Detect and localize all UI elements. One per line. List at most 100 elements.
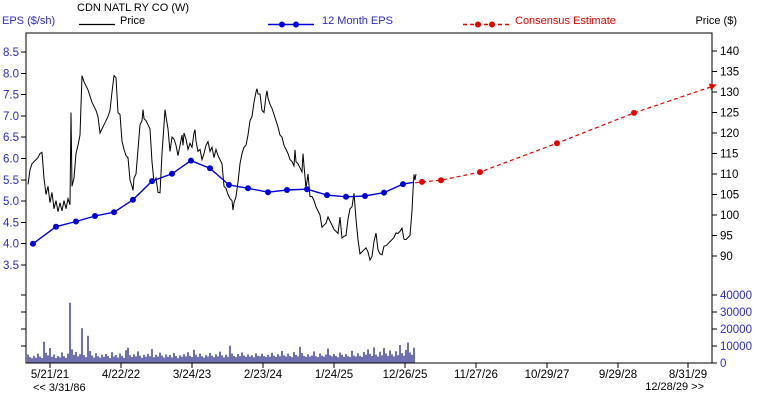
volume-tick-label: 0 <box>720 358 726 370</box>
volume-bar <box>197 356 199 363</box>
volume-bar <box>311 355 313 363</box>
volume-bar <box>361 356 363 363</box>
volume-bar <box>31 358 33 363</box>
eps-tick-label: 5.0 <box>3 196 19 208</box>
volume-bar <box>339 352 341 363</box>
consensus-dot <box>631 109 637 116</box>
volume-tick-label: 30000 <box>720 307 752 319</box>
volume-bar <box>65 357 67 363</box>
volume-bar <box>375 354 377 363</box>
volume-bar <box>71 349 73 363</box>
volume-bar <box>169 355 171 363</box>
volume-bar <box>79 354 81 363</box>
eps-dot <box>304 186 310 193</box>
volume-bar <box>155 354 157 363</box>
volume-bar <box>225 354 227 363</box>
volume-bar <box>369 353 371 363</box>
volume-bar <box>349 357 351 363</box>
volume-bar <box>55 358 57 363</box>
volume-bar <box>317 357 319 363</box>
volume-bar <box>165 354 167 363</box>
volume-bar <box>401 353 403 363</box>
volume-bar <box>47 355 49 363</box>
volume-bar <box>61 352 63 363</box>
eps-dot <box>362 193 368 199</box>
volume-bar <box>229 345 231 363</box>
volume-bar <box>403 355 405 363</box>
volume-bar <box>143 354 145 363</box>
volume-bar <box>301 353 303 363</box>
scroll-forward-link[interactable]: 12/28/29 >> <box>645 381 704 393</box>
volume-bar <box>279 356 281 363</box>
volume-bar <box>199 353 201 363</box>
volume-bar <box>99 357 101 363</box>
volume-bar <box>329 355 331 363</box>
volume-bar <box>395 351 397 363</box>
volume-bar <box>277 354 279 363</box>
chart-title: CDN NATL RY CO (W) <box>77 2 190 14</box>
date-tick-label: 2/23/24 <box>244 369 283 381</box>
volume-bar <box>201 356 203 363</box>
volume-bar <box>241 352 243 363</box>
eps-dot <box>73 218 79 225</box>
volume-bar <box>237 353 239 363</box>
volume-bar <box>51 356 53 363</box>
consensus-path <box>414 86 712 184</box>
volume-bar <box>389 350 391 363</box>
volume-bar <box>167 356 169 363</box>
volume-bar <box>345 354 347 363</box>
volume-bar <box>315 356 317 363</box>
plot-frame <box>25 32 713 364</box>
volume-bar <box>213 357 215 363</box>
volume-bar <box>411 354 413 363</box>
volume-bar <box>75 351 77 363</box>
volume-bar <box>385 353 387 363</box>
volume-bar <box>373 347 375 363</box>
volume-bars <box>27 302 415 363</box>
volume-bar <box>157 356 159 363</box>
eps-line <box>30 157 414 247</box>
volume-bar <box>131 357 133 363</box>
volume-bar <box>193 349 195 363</box>
volume-bar <box>227 356 229 363</box>
eps-tick-label: 7.0 <box>3 111 19 123</box>
volume-bar <box>121 355 123 363</box>
volume-bar <box>247 354 249 363</box>
eps-dot <box>92 213 98 219</box>
volume-bar <box>219 351 221 363</box>
volume-bar <box>367 349 369 363</box>
eps-tick-label: 6.0 <box>3 154 19 166</box>
volume-bar <box>53 354 55 363</box>
date-tick-label: 8/31/29 <box>669 369 707 381</box>
volume-bar <box>355 356 357 363</box>
volume-bar <box>175 356 177 363</box>
scroll-back-link[interactable]: << 3/31/86 <box>33 382 86 394</box>
volume-bar <box>95 353 97 363</box>
volume-bar <box>251 355 253 363</box>
volume-bar <box>253 357 255 363</box>
volume-bar <box>309 356 311 363</box>
volume-bar <box>67 353 69 363</box>
volume-bar <box>281 350 283 363</box>
volume-bar <box>347 356 349 363</box>
volume-bar <box>377 356 379 363</box>
volume-bar <box>399 345 401 363</box>
volume-bar <box>413 347 415 363</box>
volume-bar <box>327 348 329 363</box>
volume-bar <box>341 354 343 363</box>
consensus-dot <box>419 178 425 185</box>
volume-bar <box>223 357 225 363</box>
volume-bar <box>129 355 131 363</box>
volume-bar <box>221 355 223 363</box>
volume-bar <box>321 355 323 363</box>
volume-bar <box>185 356 187 363</box>
eps-axis-title: EPS ($/sh) <box>2 15 56 27</box>
volume-bar <box>45 352 47 363</box>
volume-bar <box>313 351 315 363</box>
eps-dot <box>324 192 330 199</box>
eps-dot <box>53 223 59 230</box>
volume-bar <box>233 356 235 363</box>
price-tick-label: 140 <box>720 46 739 58</box>
legend-price-label: Price <box>120 15 146 27</box>
volume-bar <box>97 356 99 363</box>
